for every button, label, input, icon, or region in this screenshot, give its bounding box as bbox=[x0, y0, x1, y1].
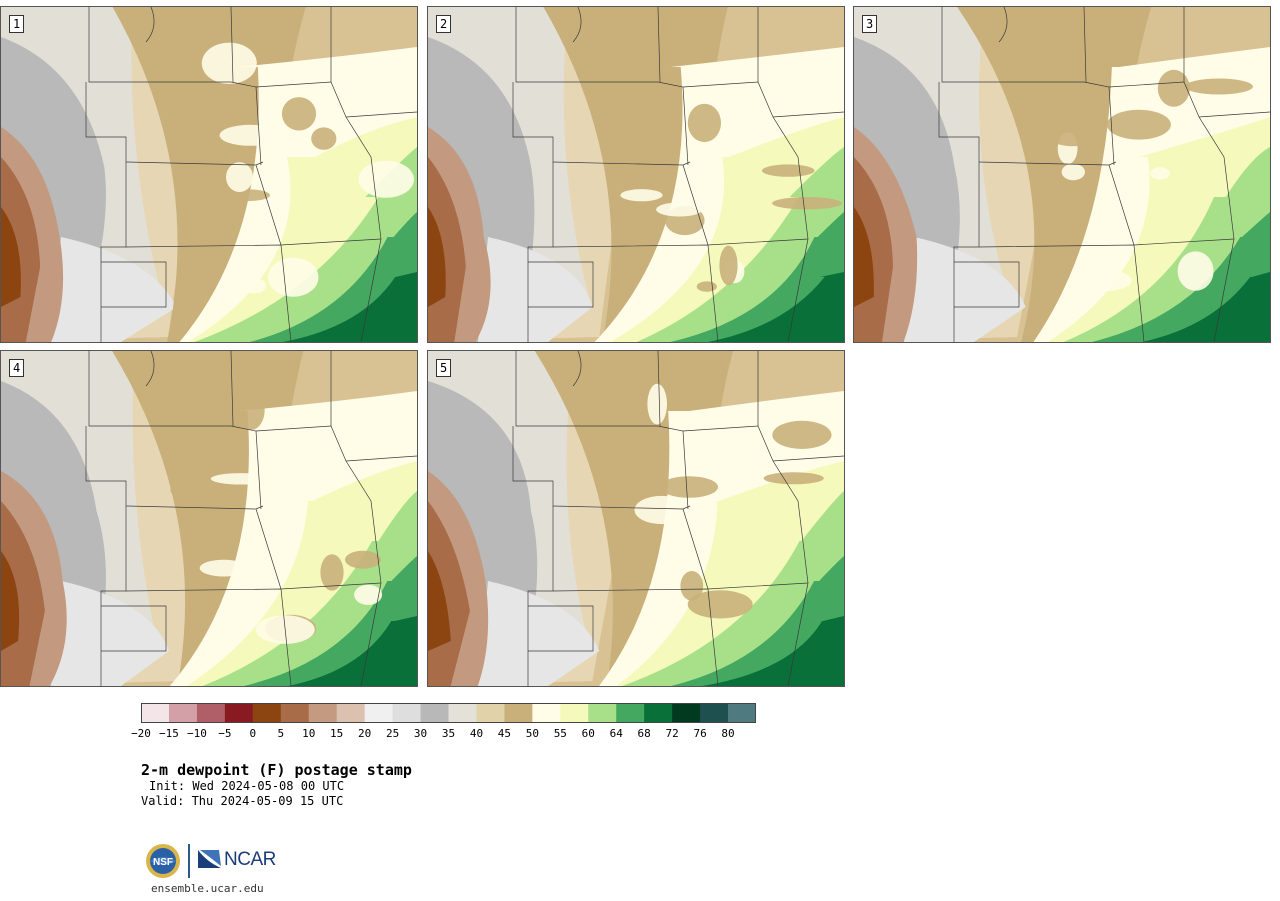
colorbar-tick-label: 40 bbox=[469, 727, 484, 740]
colorbar-tick-label: −20 bbox=[131, 727, 151, 740]
colorbar-tick-label: 76 bbox=[693, 727, 707, 740]
colorbar-swatch bbox=[308, 703, 338, 723]
colorbar-swatch bbox=[504, 703, 533, 723]
state-boundaries bbox=[938, 7, 1270, 342]
colorbar-tick-label: 80 bbox=[721, 727, 735, 740]
colorbar-swatch bbox=[224, 703, 254, 723]
colorbar-swatch bbox=[728, 703, 756, 723]
panel-label-5: 5 bbox=[436, 359, 452, 377]
colorbar-swatch bbox=[141, 703, 170, 723]
colorbar-tick-label: 5 bbox=[277, 727, 285, 740]
colorbar-tick-label: 25 bbox=[385, 727, 400, 740]
dewpoint-map-1 bbox=[1, 7, 417, 342]
colorbar-swatch bbox=[588, 703, 617, 723]
map-panel-5: 5 bbox=[427, 350, 845, 687]
nsf-logo: NSF bbox=[146, 844, 180, 878]
colorbar-swatch bbox=[700, 703, 729, 723]
colorbar bbox=[141, 703, 756, 723]
colorbar-tick-labels: −20 −15 −10 −5 0 5 10 15 20 25 30 35 40 45 50 55 60 64 68 7… bbox=[131, 727, 791, 743]
colorbar-swatch bbox=[672, 703, 701, 723]
colorbar-swatch bbox=[252, 703, 282, 723]
colorbar-tick-label: 35 bbox=[441, 727, 456, 740]
colorbar-tick-label: 68 bbox=[637, 727, 651, 740]
colorbar-swatch bbox=[420, 703, 449, 723]
dewpoint-map-3 bbox=[854, 7, 1270, 342]
map-panel-1: 1 bbox=[0, 6, 418, 343]
init-time: Init: Wed 2024-05-08 00 UTC bbox=[149, 779, 345, 793]
dewpoint-map-5 bbox=[428, 351, 844, 686]
state-boundaries bbox=[85, 351, 417, 686]
figure-title: 2-m dewpoint (F) postage stamp bbox=[141, 761, 412, 779]
map-panel-4: 4 bbox=[0, 350, 418, 687]
colorbar-tick-label: 60 bbox=[581, 727, 595, 740]
site-url: ensemble.ucar.edu bbox=[151, 882, 264, 895]
colorbar-swatch bbox=[392, 703, 421, 723]
colorbar-tick-label: 15 bbox=[330, 727, 344, 740]
dewpoint-map-2 bbox=[428, 7, 844, 342]
logo-divider bbox=[188, 844, 190, 878]
panel-label-4: 4 bbox=[9, 359, 25, 377]
colorbar-tick-label: 45 bbox=[497, 727, 512, 740]
colorbar-swatch bbox=[448, 703, 477, 723]
valid-time: Valid: Thu 2024-05-09 15 UTC bbox=[141, 794, 344, 808]
colorbar-swatch bbox=[476, 703, 505, 723]
panel-label-1: 1 bbox=[9, 15, 25, 33]
colorbar-tick-label: 72 bbox=[665, 727, 679, 740]
colorbar-swatch bbox=[196, 703, 226, 723]
colorbar-swatch bbox=[336, 703, 366, 723]
colorbar-tick-label: −10 bbox=[186, 727, 207, 740]
colorbar-swatch bbox=[168, 703, 198, 723]
panel-label-2: 2 bbox=[436, 15, 452, 33]
colorbar-swatch bbox=[644, 703, 673, 723]
colorbar-swatch bbox=[364, 703, 393, 723]
state-boundaries bbox=[512, 7, 844, 342]
colorbar-swatch bbox=[280, 703, 310, 723]
colorbar-tick-label: 50 bbox=[525, 727, 539, 740]
map-panel-2: 2 bbox=[427, 6, 845, 343]
colorbar-tick-label: 20 bbox=[358, 727, 372, 740]
colorbar-tick-label: 55 bbox=[553, 727, 567, 740]
ncar-logo-text: NCAR bbox=[224, 849, 276, 870]
colorbar-tick-label: 0 bbox=[249, 727, 257, 740]
colorbar-tick-label: 64 bbox=[609, 727, 623, 740]
colorbar-tick-label: −5 bbox=[218, 727, 232, 740]
dewpoint-map-4 bbox=[1, 351, 417, 686]
state-boundaries bbox=[512, 351, 844, 686]
colorbar-tick-label: 30 bbox=[413, 727, 428, 740]
colorbar-tick-label: −15 bbox=[159, 727, 179, 740]
nsf-logo-text: NSF bbox=[153, 857, 173, 868]
state-boundaries bbox=[85, 7, 417, 342]
colorbar-swatch bbox=[560, 703, 589, 723]
colorbar-tick-label: 10 bbox=[302, 727, 316, 740]
map-panel-3: 3 bbox=[853, 6, 1271, 343]
colorbar-swatch bbox=[616, 703, 645, 723]
panel-label-3: 3 bbox=[862, 15, 878, 33]
ncar-logo-mark bbox=[198, 850, 221, 868]
colorbar-swatch bbox=[532, 703, 561, 723]
